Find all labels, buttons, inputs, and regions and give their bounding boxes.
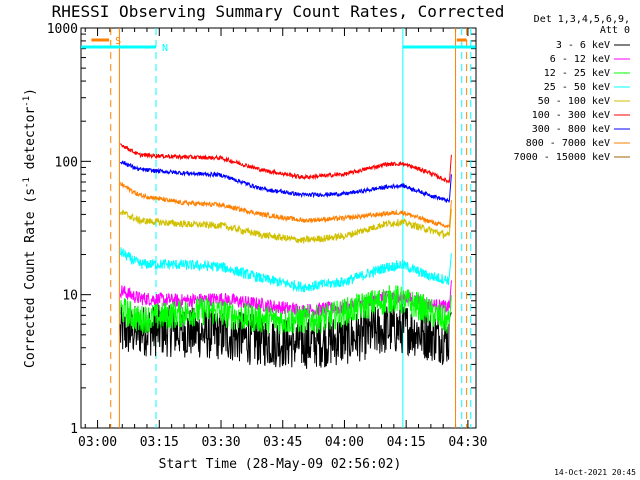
legend-header: Det 1,3,4,5,6,9, xyxy=(534,14,630,25)
legend-label: 100 - 300 keV xyxy=(532,110,610,121)
legend: Det 1,3,4,5,6,9,Att 0 3 - 6 keV 6 - 12 keV… xyxy=(514,14,630,163)
series-line xyxy=(119,247,452,293)
flag-label: N xyxy=(162,43,168,54)
legend-label: 7000 - 15000 keV xyxy=(514,152,610,163)
legend-label: 300 - 800 keV xyxy=(532,124,610,135)
series-line xyxy=(119,303,452,369)
y-tick-label: 10 xyxy=(62,289,78,304)
plot-area: 1 10 100 1000 03:00 03:15 03:30 03:45 04:00 04:15… xyxy=(47,22,488,450)
x-tick-label: 03:30 xyxy=(201,435,240,450)
series-line xyxy=(119,208,452,244)
legend-label: 25 - 50 keV xyxy=(544,82,610,93)
x-tick-label: 03:00 xyxy=(78,435,117,450)
x-tick-label: 04:30 xyxy=(448,435,487,450)
series-line xyxy=(119,285,452,335)
footer-timestamp: 14-Oct-2021 20:45 xyxy=(554,468,636,477)
flag-label: S xyxy=(115,36,121,47)
x-tick-label: 04:00 xyxy=(325,435,364,450)
legend-label: 12 - 25 keV xyxy=(544,68,610,79)
legend-label: 3 - 6 keV xyxy=(556,40,610,51)
y-tick-label: 1000 xyxy=(47,22,78,37)
legend-label: 50 - 100 keV xyxy=(538,96,610,107)
x-axis-label: Start Time (28-May-09 02:56:02) xyxy=(159,457,402,472)
legend-label: 6 - 12 keV xyxy=(550,54,610,65)
legend-header: Att 0 xyxy=(600,25,630,36)
y-tick-label: 100 xyxy=(55,155,78,170)
plot-frame xyxy=(80,27,477,429)
series-line xyxy=(120,181,452,229)
series-line xyxy=(119,143,452,184)
x-tick-label: 03:45 xyxy=(263,435,302,450)
y-axis-label: Corrected Count Rate (s-1 detector-1) xyxy=(22,88,38,368)
x-tick-label: 04:15 xyxy=(387,435,426,450)
x-tick-label: 03:15 xyxy=(140,435,179,450)
legend-label: 800 - 7000 keV xyxy=(526,138,610,149)
chart-title: RHESSI Observing Summary Count Rates, Co… xyxy=(52,2,505,21)
y-tick-label: 1 xyxy=(70,422,78,437)
series-line xyxy=(120,160,452,203)
